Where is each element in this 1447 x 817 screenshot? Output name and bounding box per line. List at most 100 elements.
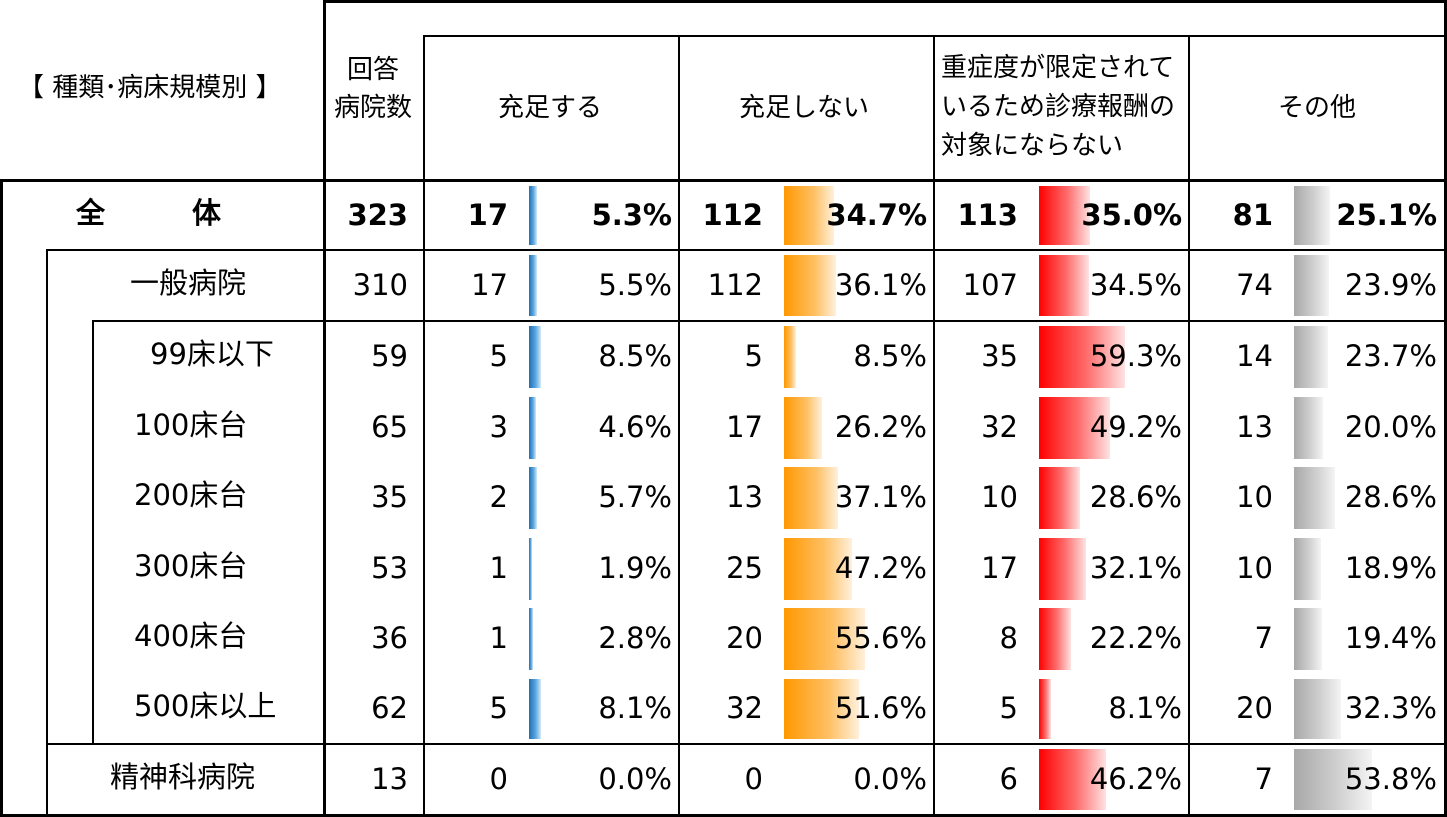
percent-value: 0.0% xyxy=(598,761,672,796)
row-sep-3 xyxy=(46,743,1447,745)
count-value: 7 xyxy=(1254,761,1273,796)
count-value: 1 xyxy=(489,621,508,655)
category-header: 【 種類･病床規模別 】 xyxy=(18,73,282,103)
percent-value: 23.9% xyxy=(1344,267,1437,302)
row-label: 一般病院 xyxy=(130,265,247,300)
percent-value: 28.6% xyxy=(1089,480,1182,514)
percent-bar xyxy=(1294,397,1323,459)
right-border xyxy=(1444,0,1447,817)
count-value: 5 xyxy=(489,339,508,373)
left-border xyxy=(0,179,3,817)
limited-header-line3: 対象にならない xyxy=(941,131,1124,161)
respondent-count: 36 xyxy=(371,621,408,655)
percent-bar xyxy=(1294,679,1341,739)
percent-value: 19.4% xyxy=(1344,621,1437,655)
respondents-header-line2: 病院数 xyxy=(334,93,413,123)
percent-bar xyxy=(1294,749,1372,810)
percent-value: 5.7% xyxy=(598,480,672,514)
row-label: 全 体 xyxy=(76,195,222,230)
count-value: 1 xyxy=(489,551,508,585)
percent-bar xyxy=(784,679,859,739)
percent-bar xyxy=(1039,186,1090,245)
count-value: 17 xyxy=(467,197,508,232)
count-value: 0 xyxy=(744,761,763,796)
percent-value: 55.6% xyxy=(834,621,927,655)
respondent-count: 65 xyxy=(371,410,408,444)
row-sep-1 xyxy=(46,249,1447,251)
row-sep-2 xyxy=(92,320,1447,322)
percent-bar xyxy=(1294,467,1335,529)
count-value: 10 xyxy=(1236,551,1273,585)
percent-value: 5.3% xyxy=(591,197,672,232)
percent-bar xyxy=(1039,538,1086,600)
percent-value: 49.2% xyxy=(1089,410,1182,444)
row-label: 500床以上 xyxy=(134,689,277,723)
col-sep-satisfy xyxy=(423,35,425,817)
row-label: 99床以下 xyxy=(150,337,274,371)
percent-value: 51.6% xyxy=(834,691,927,725)
percent-value: 20.0% xyxy=(1344,410,1437,444)
count-value: 32 xyxy=(981,410,1018,444)
respondent-count: 310 xyxy=(352,267,408,302)
count-value: 20 xyxy=(1236,691,1273,725)
count-value: 10 xyxy=(981,480,1018,514)
percent-value: 8.1% xyxy=(1108,691,1182,725)
respondent-count: 53 xyxy=(371,551,408,585)
bottom-border xyxy=(0,814,1447,817)
count-value: 17 xyxy=(981,551,1018,585)
percent-bar xyxy=(1039,467,1080,529)
percent-value: 2.8% xyxy=(598,621,672,655)
respondent-count: 13 xyxy=(371,761,408,796)
percent-value: 35.0% xyxy=(1081,197,1182,232)
top-border xyxy=(324,0,1447,3)
col-sep-other xyxy=(1188,35,1190,817)
count-value: 17 xyxy=(471,267,508,302)
col-sep-not-satisfy xyxy=(678,35,680,817)
percent-value: 46.2% xyxy=(1089,761,1182,796)
count-value: 113 xyxy=(957,197,1018,232)
count-value: 20 xyxy=(726,621,763,655)
limited-header-line2: いるため診療報酬の xyxy=(941,92,1176,122)
percent-bar xyxy=(1294,326,1328,388)
percent-value: 8.1% xyxy=(598,691,672,725)
percent-value: 5.5% xyxy=(598,267,672,302)
percent-value: 4.6% xyxy=(598,410,672,444)
percent-value: 47.2% xyxy=(834,551,927,585)
row-label: 300床台 xyxy=(134,549,248,583)
respondent-count: 59 xyxy=(371,339,408,373)
percent-value: 26.2% xyxy=(834,410,927,444)
row-label: 100床台 xyxy=(134,408,248,442)
count-value: 3 xyxy=(489,410,508,444)
percent-bar xyxy=(1039,326,1125,388)
percent-bar xyxy=(529,608,533,670)
count-value: 10 xyxy=(1236,480,1273,514)
count-value: 74 xyxy=(1236,267,1273,302)
percent-bar xyxy=(1294,186,1330,245)
header-bottom-border xyxy=(0,179,1447,182)
other-header: その他 xyxy=(1278,93,1357,123)
count-value: 81 xyxy=(1232,197,1273,232)
count-value: 17 xyxy=(726,410,763,444)
percent-bar xyxy=(784,326,796,388)
count-value: 6 xyxy=(999,761,1018,796)
subheader-line xyxy=(424,35,1447,37)
percent-bar xyxy=(1294,538,1321,600)
percent-value: 32.1% xyxy=(1089,551,1182,585)
respondent-count: 323 xyxy=(347,197,408,232)
count-value: 13 xyxy=(1236,410,1273,444)
count-value: 14 xyxy=(1236,339,1273,373)
percent-value: 59.3% xyxy=(1089,339,1182,373)
percent-value: 8.5% xyxy=(598,339,672,373)
count-value: 0 xyxy=(489,761,508,796)
count-value: 112 xyxy=(702,197,763,232)
count-value: 5 xyxy=(744,339,763,373)
count-value: 32 xyxy=(726,691,763,725)
percent-bar xyxy=(1039,679,1051,739)
percent-bar xyxy=(784,467,838,529)
row-label: 200床台 xyxy=(134,478,248,512)
percent-value: 8.5% xyxy=(853,339,927,373)
percent-value: 22.2% xyxy=(1089,621,1182,655)
count-value: 107 xyxy=(962,267,1018,302)
percent-value: 25.1% xyxy=(1336,197,1437,232)
